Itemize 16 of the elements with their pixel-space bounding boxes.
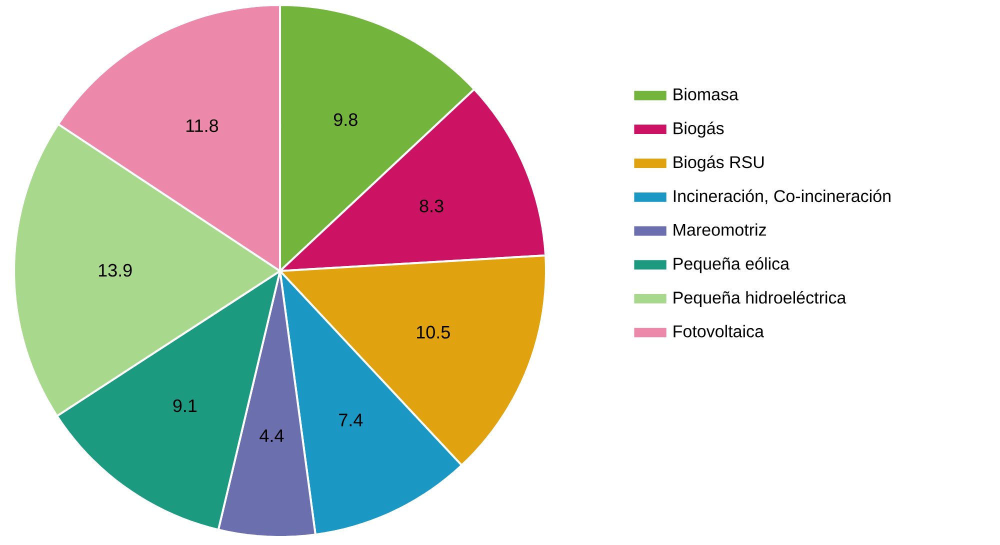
legend-label: Pequeña hidroeléctrica (674, 290, 846, 308)
legend-label: Mareomotriz (674, 223, 766, 236)
legend-label: Fotovoltaica (674, 324, 764, 338)
legend-label: Biogás RSU (674, 156, 764, 172)
legend-label: Incineración, Co-incineración (674, 189, 890, 204)
data-label: 11.8 (186, 119, 218, 132)
data-label: 13.9 (98, 264, 132, 277)
legend-label: Pequeña eólica (674, 257, 790, 274)
data-label: 9.8 (334, 113, 358, 126)
data-label: 9.1 (173, 399, 197, 412)
data-label: 4.4 (260, 429, 284, 442)
legend-label: Biomasa (674, 88, 738, 100)
data-label: 7.4 (339, 414, 363, 426)
data-label: 8.3 (420, 200, 444, 212)
data-label: 10.5 (417, 326, 450, 339)
legend-label: Biogás (674, 122, 724, 138)
